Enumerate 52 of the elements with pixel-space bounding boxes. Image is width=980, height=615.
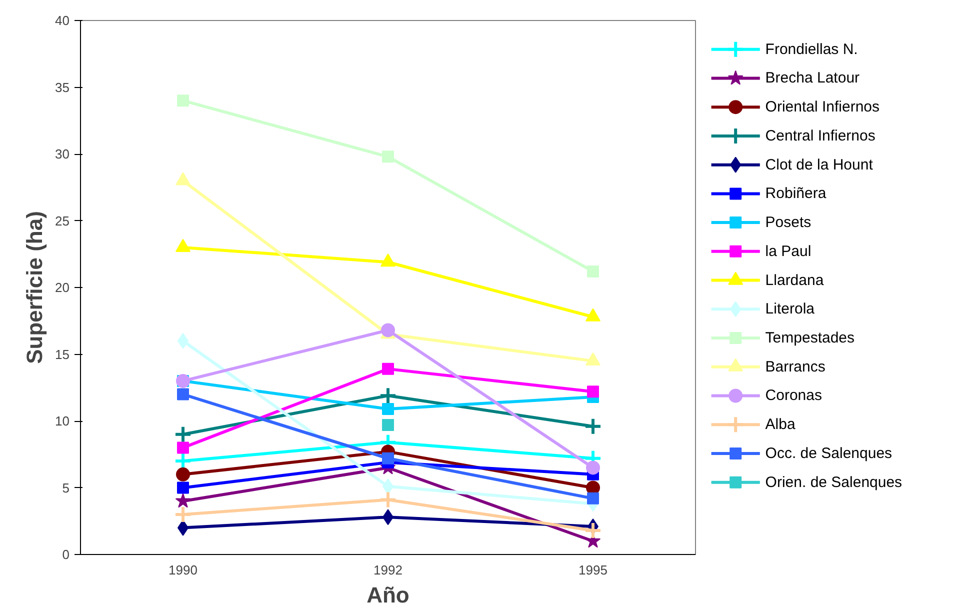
point	[175, 493, 191, 508]
legend-label: Central Infiernos	[765, 127, 876, 144]
x-tick-label: 1992	[374, 562, 402, 578]
point	[177, 442, 189, 454]
y-tick-label: 20	[55, 280, 70, 295]
point	[174, 505, 192, 524]
point	[176, 467, 190, 482]
point	[587, 386, 599, 398]
x-axis-title: Año	[366, 582, 410, 608]
point	[584, 417, 602, 436]
y-tick-label: 5	[62, 480, 70, 496]
y-axis-title: Superficie (ha)	[22, 211, 48, 364]
point	[382, 452, 394, 464]
point	[587, 265, 599, 278]
point	[379, 386, 397, 405]
point	[382, 419, 394, 432]
x-tick-label: 1995	[578, 562, 608, 578]
point	[174, 425, 192, 444]
legend-label: Frondiellas N.	[765, 40, 858, 58]
x-tick-label: 1990	[168, 562, 198, 578]
y-tick-label: 35	[55, 80, 70, 95]
legend-label: Tempestades	[765, 330, 855, 347]
legend-label: Literola	[765, 300, 816, 318]
point	[382, 362, 394, 375]
legend-label: Barrancs	[765, 358, 826, 376]
y-tick-label: 25	[55, 213, 70, 228]
legend-label: Brecha Latour	[765, 70, 860, 87]
y-tick-label: 0	[62, 547, 70, 562]
legend-label: Oriental Infiernos	[765, 98, 880, 116]
point	[586, 460, 600, 475]
point	[177, 388, 189, 400]
point	[177, 482, 189, 494]
point	[379, 490, 397, 509]
y-tick-label: 30	[55, 146, 70, 162]
point	[584, 521, 602, 540]
point	[381, 323, 395, 338]
point	[177, 94, 189, 107]
y-tick-label: 15	[55, 346, 70, 362]
point	[382, 402, 394, 415]
legend-label: Alba	[765, 416, 796, 434]
legend-label: Llardana	[765, 272, 824, 289]
legend-label: Coronas	[765, 387, 822, 404]
legend-label: la Paul	[765, 242, 812, 260]
point	[382, 150, 394, 163]
y-tick-label: 40	[55, 13, 70, 28]
legend-label: Clot de la Hount	[765, 156, 874, 174]
legend-label: Occ. de Salenques	[765, 444, 892, 462]
legend-label: Orien. de Salenques	[765, 474, 902, 491]
legend-label: Posets	[765, 214, 812, 232]
y-tick-label: 10	[55, 414, 70, 428]
legend-label: Robiñera	[765, 185, 827, 202]
point	[587, 492, 599, 504]
